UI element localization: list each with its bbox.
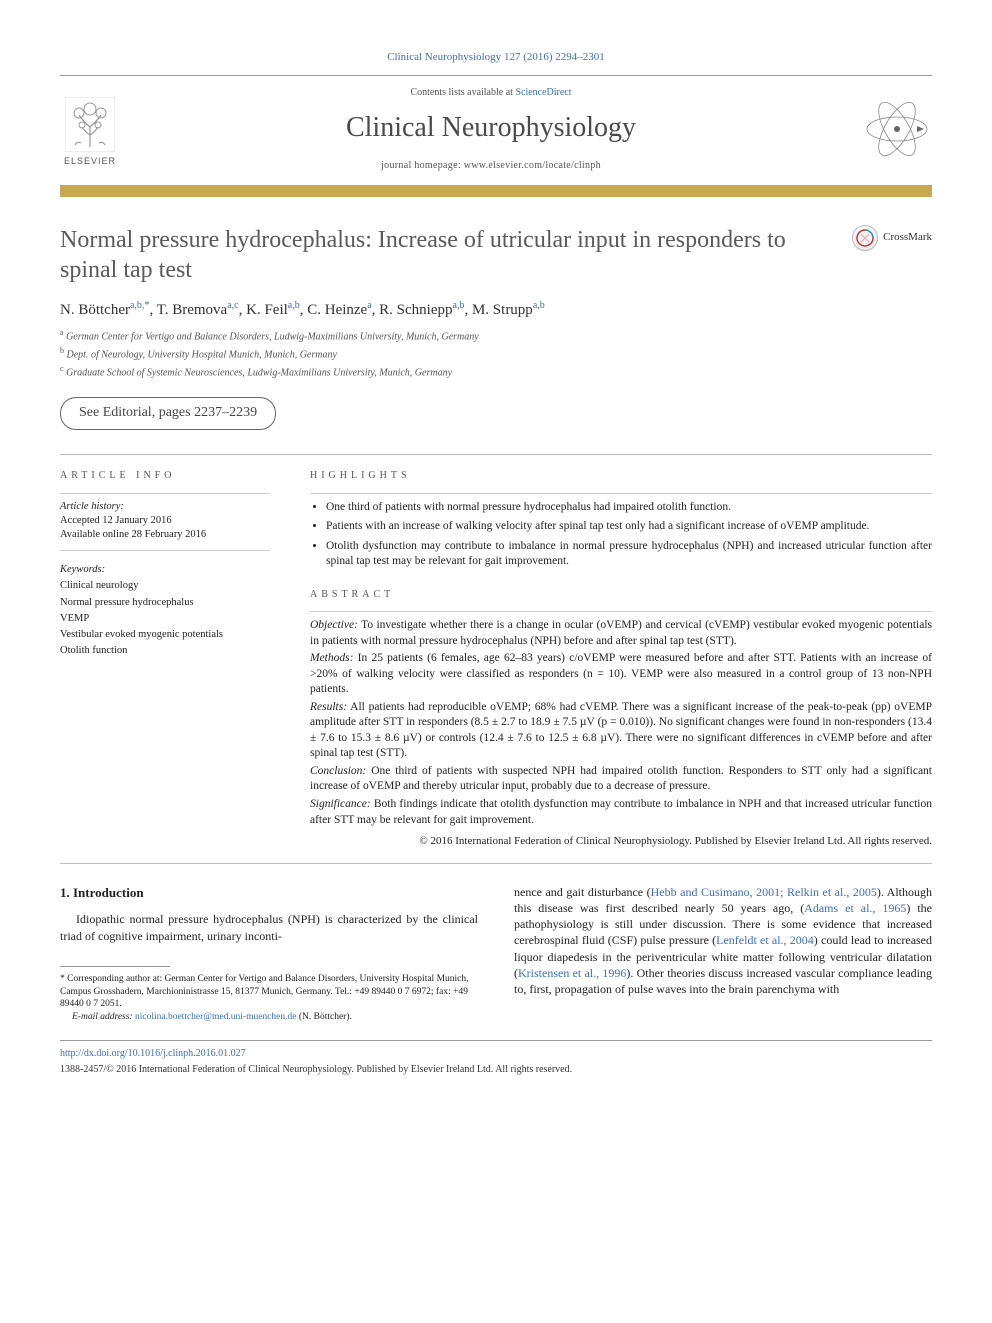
- keyword: Normal pressure hydrocephalus: [60, 596, 270, 610]
- citation[interactable]: Kristensen et al., 1996: [518, 966, 626, 980]
- highlight-item: One third of patients with normal pressu…: [326, 500, 932, 516]
- keyword: Vestibular evoked myogenic potentials: [60, 628, 270, 642]
- doi-link[interactable]: http://dx.doi.org/10.1016/j.clinph.2016.…: [60, 1048, 246, 1059]
- running-head: Clinical Neurophysiology 127 (2016) 2294…: [60, 50, 932, 65]
- author: T. Bremovaa,c: [157, 302, 239, 318]
- author: N. Böttchera,b,*: [60, 302, 149, 318]
- keywords-label: Keywords:: [60, 563, 270, 577]
- elsevier-logo[interactable]: ELSEVIER: [60, 92, 120, 167]
- editorial-note-box[interactable]: See Editorial, pages 2237–2239: [60, 397, 276, 430]
- running-head-link[interactable]: Clinical Neurophysiology 127 (2016) 2294…: [387, 51, 605, 63]
- gold-bar: [60, 185, 932, 197]
- divider: [60, 863, 932, 864]
- keyword: Otolith function: [60, 644, 270, 658]
- corr-email-link[interactable]: nicolina.boettcher@med.uni-muenchen.de: [135, 1012, 296, 1022]
- author-list: N. Böttchera,b,*, T. Bremovaa,c, K. Feil…: [60, 299, 932, 320]
- citation[interactable]: Hebb and Cusimano, 2001; Relkin et al., …: [651, 885, 877, 899]
- elsevier-tree-icon: [65, 97, 115, 152]
- journal-name: Clinical Neurophysiology: [140, 109, 842, 147]
- elsevier-wordmark: ELSEVIER: [64, 155, 116, 167]
- affiliation: b Dept. of Neurology, University Hospita…: [60, 346, 932, 362]
- highlights-heading: HIGHLIGHTS: [310, 469, 932, 483]
- author: K. Feila,b: [246, 302, 300, 318]
- citation[interactable]: Adams et al., 1965: [804, 901, 906, 915]
- author: C. Heinzea: [307, 302, 371, 318]
- crossmark-icon: [856, 229, 874, 247]
- abstract-body: Objective: To investigate whether there …: [310, 618, 932, 849]
- crossmark-badge[interactable]: CrossMark: [852, 225, 932, 251]
- affiliation: c Graduate School of Systemic Neuroscien…: [60, 364, 932, 380]
- author: M. Struppa,b: [472, 302, 545, 318]
- masthead: ELSEVIER Contents lists available at Sci…: [60, 76, 932, 181]
- citation[interactable]: Lenfeldt et al., 2004: [716, 933, 814, 947]
- issn-line: 1388-2457/© 2016 International Federatio…: [60, 1063, 932, 1077]
- history-label: Article history:: [60, 500, 270, 514]
- intro-heading: 1. Introduction: [60, 884, 478, 902]
- footnotes: * Corresponding author at: German Center…: [60, 973, 478, 1024]
- abstract-heading: ABSTRACT: [310, 588, 932, 602]
- keyword: VEMP: [60, 612, 270, 626]
- highlight-item: Otolith dysfunction may contribute to im…: [326, 539, 932, 570]
- journal-homepage: journal homepage: www.elsevier.com/locat…: [140, 159, 842, 173]
- crossmark-label: CrossMark: [883, 230, 932, 245]
- accepted-date: Accepted 12 January 2016: [60, 514, 270, 528]
- journal-cover-icon: [862, 94, 932, 164]
- sciencedirect-link[interactable]: ScienceDirect: [515, 87, 571, 98]
- keyword: Clinical neurology: [60, 579, 270, 593]
- article-title: Normal pressure hydrocephalus: Increase …: [60, 225, 832, 285]
- affiliation: a German Center for Vertigo and Balance …: [60, 328, 932, 344]
- abstract-copyright: © 2016 International Federation of Clini…: [310, 834, 932, 849]
- article-info-column: ARTICLE INFO Article history: Accepted 1…: [60, 469, 270, 849]
- divider: [60, 454, 932, 455]
- highlight-item: Patients with an increase of walking vel…: [326, 519, 932, 535]
- highlights-list: One third of patients with normal pressu…: [310, 500, 932, 570]
- article-info-heading: ARTICLE INFO: [60, 469, 270, 483]
- homepage-link[interactable]: www.elsevier.com/locate/clinph: [464, 160, 601, 171]
- intro-col1-text: Idiopathic normal pressure hydrocephalus…: [60, 911, 478, 943]
- online-date: Available online 28 February 2016: [60, 528, 270, 542]
- doi-line: http://dx.doi.org/10.1016/j.clinph.2016.…: [60, 1047, 932, 1061]
- author: R. Schnieppa,b: [379, 302, 464, 318]
- body-columns: 1. Introduction Idiopathic normal pressu…: [60, 884, 932, 1024]
- bottom-rule: [60, 1040, 932, 1041]
- intro-col2-text: nence and gait disturbance (Hebb and Cus…: [514, 884, 932, 997]
- contents-available: Contents lists available at ScienceDirec…: [140, 86, 842, 100]
- footnote-rule: [60, 966, 170, 967]
